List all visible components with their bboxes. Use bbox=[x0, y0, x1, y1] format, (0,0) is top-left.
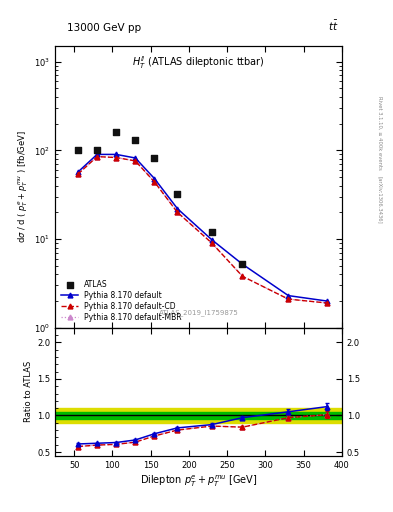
Y-axis label: d$\sigma$ / d ( $p_T^e + p_T^{mu}$ ) [fb/GeV]: d$\sigma$ / d ( $p_T^e + p_T^{mu}$ ) [fb… bbox=[17, 131, 30, 243]
Pythia 8.170 default-MBR bbox=[75, 171, 80, 177]
ATLAS bbox=[239, 260, 246, 268]
Y-axis label: Ratio to ATLAS: Ratio to ATLAS bbox=[24, 361, 33, 422]
Line: Pythia 8.170 default-MBR: Pythia 8.170 default-MBR bbox=[75, 154, 329, 305]
Pythia 8.170 default bbox=[209, 237, 214, 243]
Pythia 8.170 default-MBR bbox=[286, 296, 291, 302]
Pythia 8.170 default-MBR bbox=[95, 154, 99, 160]
Pythia 8.170 default-CD bbox=[324, 300, 329, 306]
Pythia 8.170 default-CD bbox=[114, 155, 119, 161]
Pythia 8.170 default bbox=[286, 292, 291, 298]
ATLAS bbox=[151, 154, 158, 162]
Text: Rivet 3.1.10, ≥ 400k events: Rivet 3.1.10, ≥ 400k events bbox=[377, 96, 382, 170]
Pythia 8.170 default-CD bbox=[75, 171, 80, 177]
Pythia 8.170 default-CD bbox=[95, 154, 99, 160]
Pythia 8.170 default-CD bbox=[209, 240, 214, 246]
ATLAS bbox=[113, 128, 119, 136]
Pythia 8.170 default-MBR bbox=[175, 209, 180, 216]
Pythia 8.170 default-MBR bbox=[209, 240, 214, 246]
X-axis label: Dilepton $p_T^e + p_T^{mu}$ [GeV]: Dilepton $p_T^e + p_T^{mu}$ [GeV] bbox=[140, 474, 257, 489]
Pythia 8.170 default bbox=[114, 152, 119, 158]
Pythia 8.170 default-CD bbox=[240, 273, 245, 280]
Pythia 8.170 default-MBR bbox=[324, 300, 329, 306]
ATLAS bbox=[132, 136, 138, 144]
Bar bbox=[55, 412, 342, 419]
Text: ATLAS_2019_I1759875: ATLAS_2019_I1759875 bbox=[159, 310, 238, 316]
Pythia 8.170 default-CD bbox=[286, 296, 291, 302]
Pythia 8.170 default bbox=[152, 176, 157, 182]
Pythia 8.170 default bbox=[240, 261, 245, 267]
Pythia 8.170 default-MBR bbox=[114, 155, 119, 161]
Pythia 8.170 default bbox=[95, 152, 99, 158]
ATLAS bbox=[75, 146, 81, 155]
ATLAS bbox=[174, 190, 180, 198]
Bar bbox=[55, 408, 342, 423]
Text: $H_T^{ll}$ (ATLAS dileptonic ttbar): $H_T^{ll}$ (ATLAS dileptonic ttbar) bbox=[132, 55, 265, 71]
Text: $t\bar{t}$: $t\bar{t}$ bbox=[327, 19, 338, 33]
Pythia 8.170 default-CD bbox=[175, 209, 180, 216]
Pythia 8.170 default bbox=[324, 298, 329, 304]
Pythia 8.170 default-CD bbox=[133, 158, 138, 164]
Pythia 8.170 default-MBR bbox=[152, 179, 157, 185]
Text: 13000 GeV pp: 13000 GeV pp bbox=[67, 23, 141, 33]
Pythia 8.170 default bbox=[133, 155, 138, 161]
ATLAS bbox=[209, 228, 215, 236]
Pythia 8.170 default-MBR bbox=[133, 158, 138, 164]
Pythia 8.170 default-CD bbox=[152, 179, 157, 185]
Line: Pythia 8.170 default: Pythia 8.170 default bbox=[75, 152, 329, 304]
ATLAS bbox=[94, 145, 100, 154]
Text: [arXiv:1306.3436]: [arXiv:1306.3436] bbox=[377, 176, 382, 224]
Line: Pythia 8.170 default-CD: Pythia 8.170 default-CD bbox=[75, 154, 329, 305]
Pythia 8.170 default-MBR bbox=[240, 273, 245, 280]
Pythia 8.170 default bbox=[75, 169, 80, 175]
Legend: ATLAS, Pythia 8.170 default, Pythia 8.170 default-CD, Pythia 8.170 default-MBR: ATLAS, Pythia 8.170 default, Pythia 8.17… bbox=[59, 278, 184, 324]
Pythia 8.170 default bbox=[175, 206, 180, 212]
